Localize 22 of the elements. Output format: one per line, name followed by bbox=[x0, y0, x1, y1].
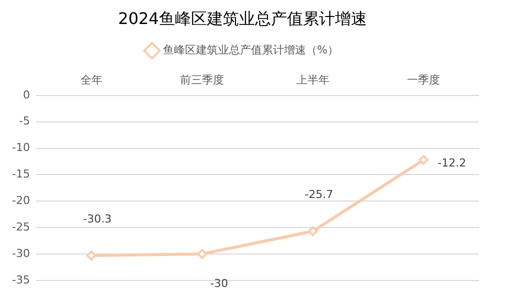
data-label: -30.3 bbox=[83, 212, 112, 226]
x-tick-label: 一季度 bbox=[407, 74, 440, 87]
x-tick-label: 全年 bbox=[80, 74, 102, 87]
x-tick-label: 前三季度 bbox=[180, 74, 224, 87]
point bbox=[418, 154, 429, 165]
y-tick-label: -10 bbox=[12, 141, 30, 154]
y-tick-label: 0 bbox=[22, 88, 30, 102]
point bbox=[308, 226, 318, 236]
data-label: -30 bbox=[210, 276, 228, 290]
y-tick-label: -20 bbox=[12, 194, 30, 207]
y-tick-label: -15 bbox=[12, 168, 30, 181]
y-tick-label: -5 bbox=[19, 114, 30, 128]
data-label: -12.2 bbox=[438, 156, 466, 170]
chart-title: 2024鱼峰区建筑业总产值累计增速 bbox=[118, 8, 367, 28]
point bbox=[86, 250, 96, 261]
data-label: -25.7 bbox=[304, 188, 334, 202]
y-tick-label: -25 bbox=[12, 220, 30, 234]
y-tick-label: -30 bbox=[12, 246, 30, 260]
y-tick-label: -35 bbox=[12, 273, 30, 286]
legend-label: 鱼峰区建筑业总产值累计增速（%） bbox=[163, 44, 338, 57]
x-tick-label: 上半年 bbox=[296, 74, 330, 87]
point bbox=[197, 248, 208, 259]
